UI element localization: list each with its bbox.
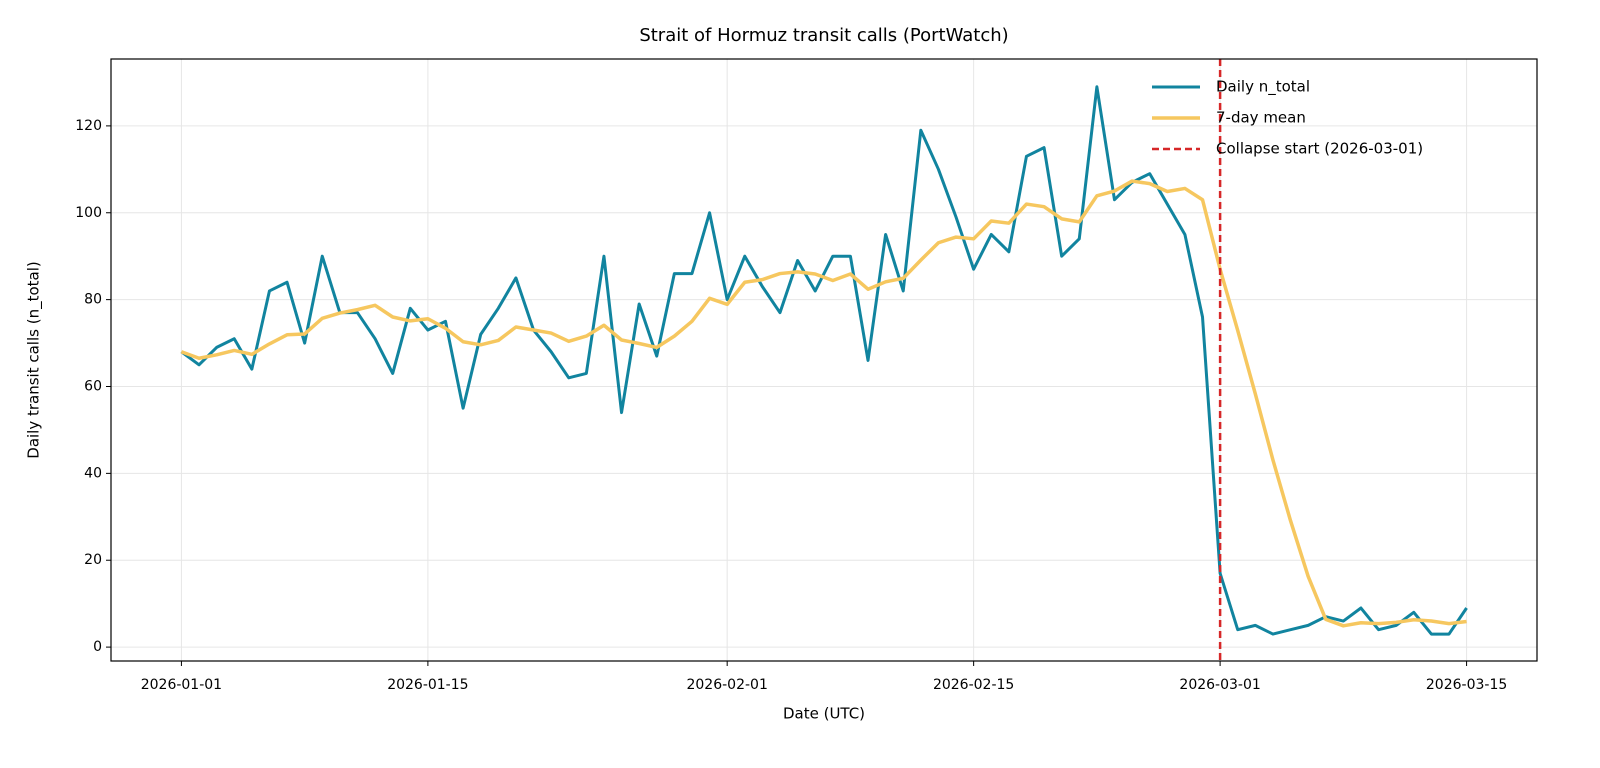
- legend-label: 7-day mean: [1216, 109, 1306, 127]
- y-tick-label: 0: [93, 639, 102, 655]
- series-line: [180, 179, 1467, 628]
- x-tick-label: 2026-03-01: [1179, 677, 1260, 693]
- y-tick-label: 60: [84, 378, 102, 394]
- y-axis-label: Daily transit calls (n_total): [25, 261, 44, 458]
- y-tick-label: 80: [84, 292, 102, 308]
- y-tick-label: 20: [84, 552, 102, 568]
- series-line: [180, 85, 1468, 636]
- x-tick-label: 2026-02-15: [933, 677, 1014, 693]
- plot-frame: [110, 58, 1538, 662]
- legend-label: Daily n_total: [1216, 78, 1310, 97]
- x-axis-label: Date (UTC): [783, 705, 865, 723]
- y-tick-label: 120: [75, 118, 102, 134]
- legend: Daily n_total 7-day mean Collapse start (2…: [1152, 78, 1423, 158]
- x-tick-label: 2026-02-01: [686, 677, 767, 693]
- x-tick-label: 2026-01-01: [141, 677, 222, 693]
- chart-title: Strait of Hormuz transit calls (PortWatc…: [639, 25, 1008, 46]
- x-tick-label: 2026-01-15: [387, 677, 468, 693]
- x-tick-label: 2026-03-15: [1426, 677, 1507, 693]
- y-tick-label: 100: [75, 205, 102, 221]
- legend-label: Collapse start (2026-03-01): [1216, 140, 1423, 158]
- y-tick-label: 40: [84, 465, 102, 481]
